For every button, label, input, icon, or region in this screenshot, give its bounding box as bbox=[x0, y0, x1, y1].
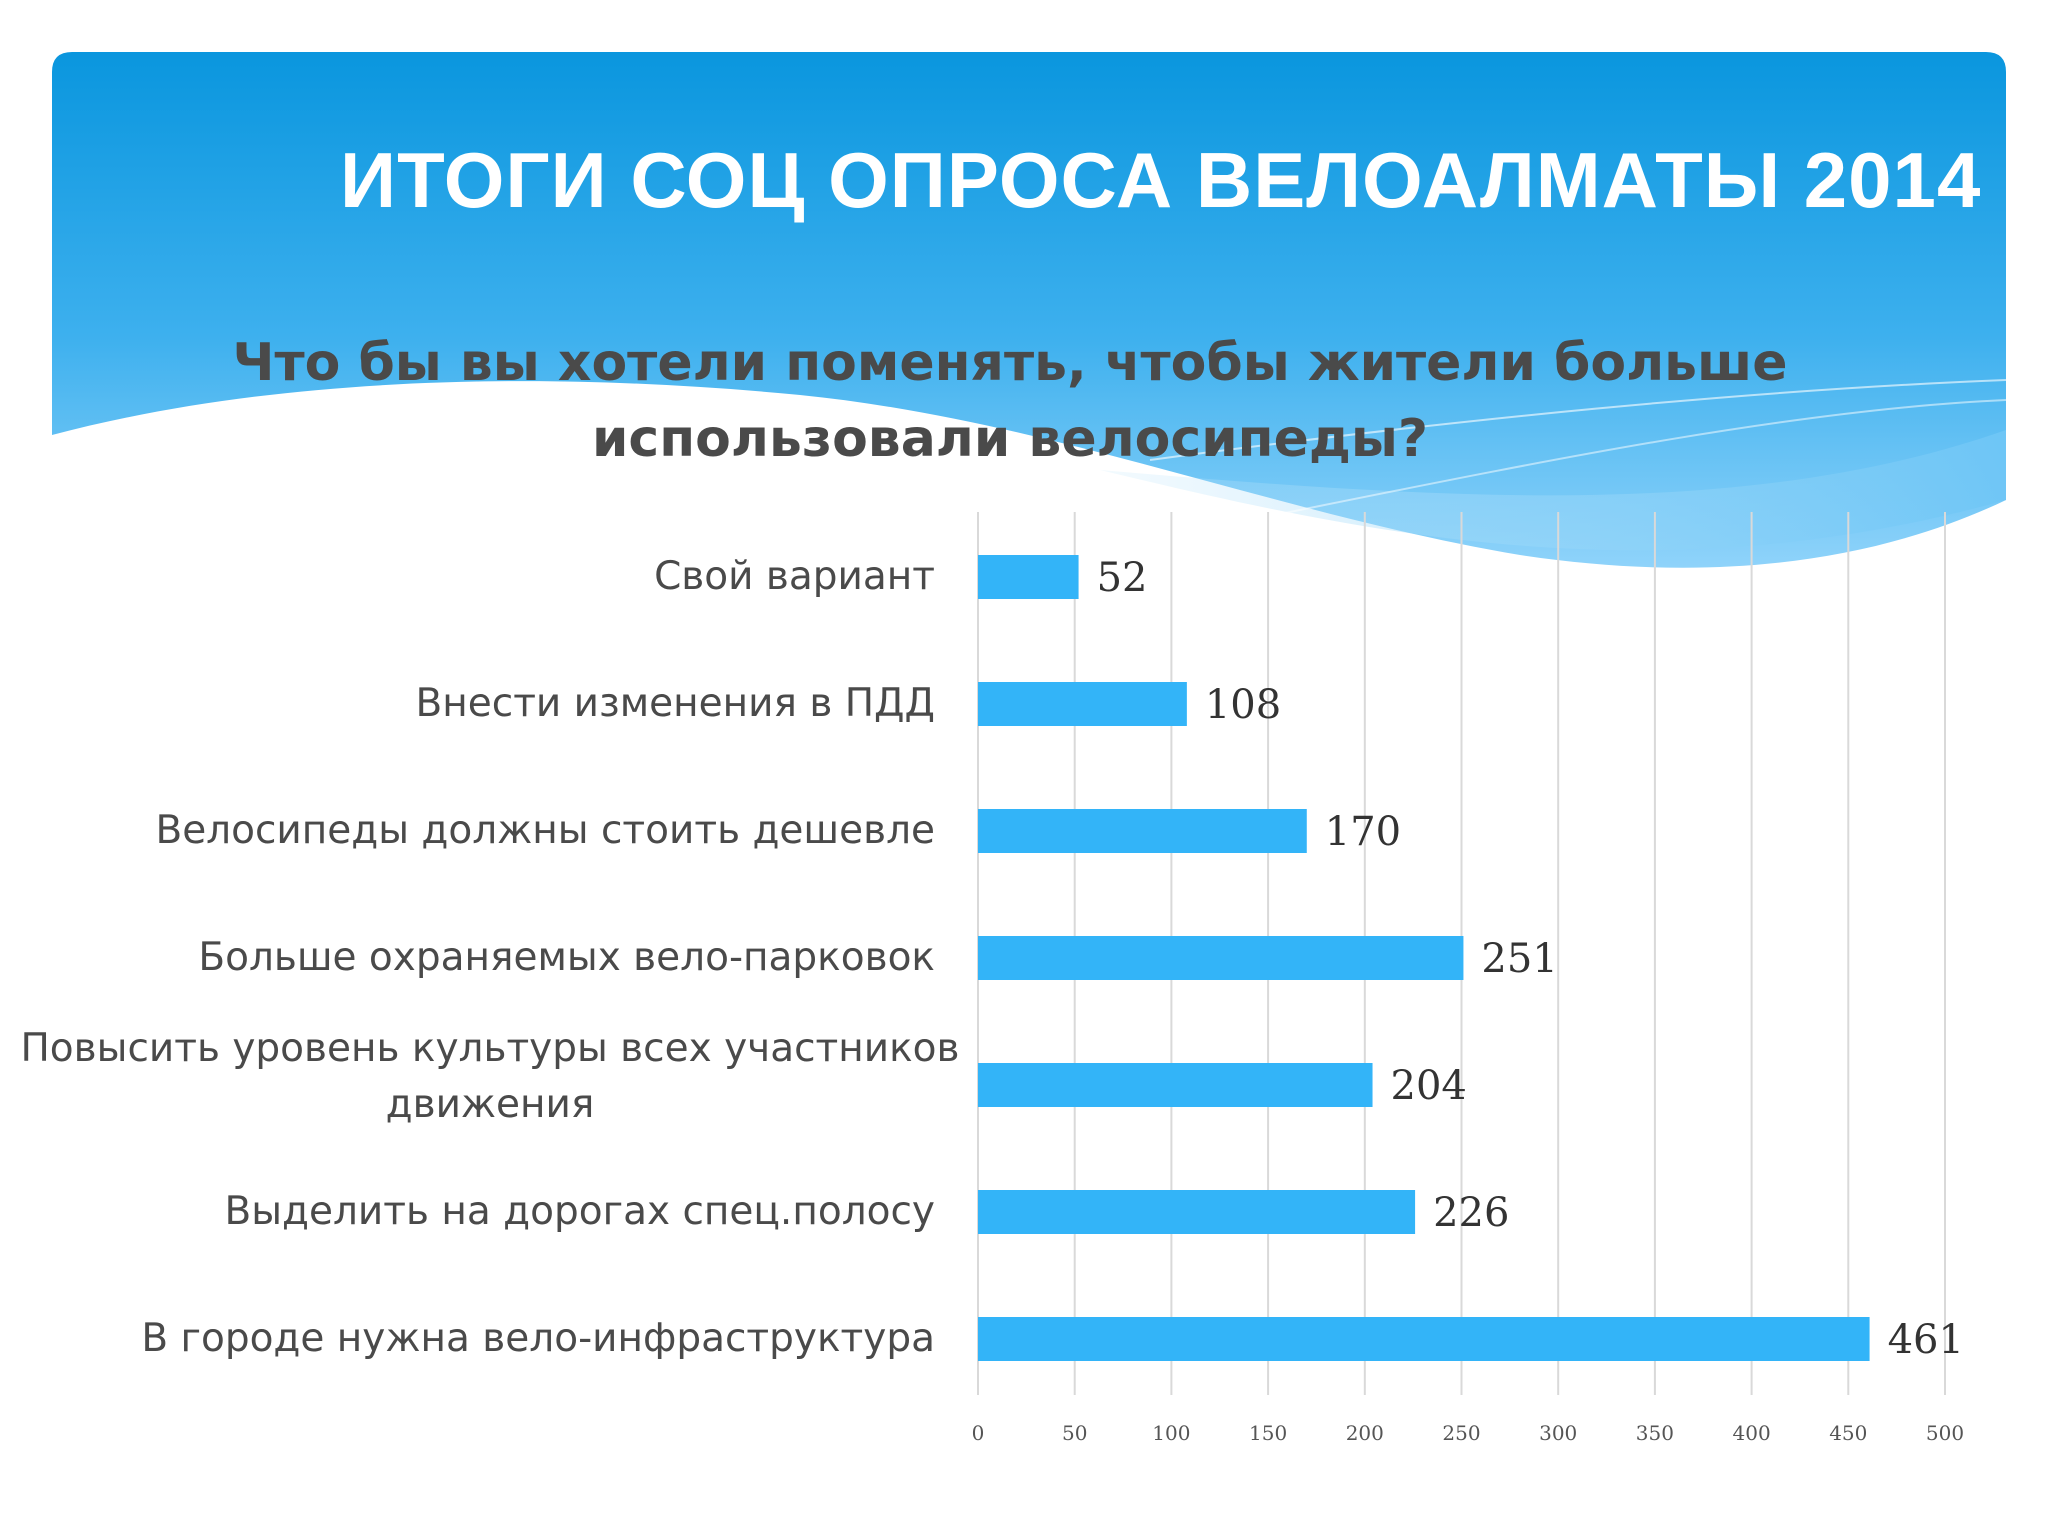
header-wave bbox=[1100, 430, 2006, 551]
bar bbox=[978, 936, 1464, 980]
chart-title: Что бы вы хотели поменять, чтобы жители … bbox=[232, 333, 1788, 469]
bar bbox=[978, 1063, 1373, 1107]
x-tick-label: 100 bbox=[1152, 1421, 1190, 1445]
data-label: 226 bbox=[1433, 1190, 1509, 1236]
x-tick-label: 400 bbox=[1733, 1421, 1771, 1445]
data-label: 52 bbox=[1097, 555, 1148, 601]
x-tick-label: 500 bbox=[1926, 1421, 1964, 1445]
category-label: В городе нужна вело-инфраструктура bbox=[141, 1316, 935, 1361]
header-banner bbox=[52, 52, 2006, 568]
bar bbox=[978, 555, 1079, 599]
x-tick-label: 300 bbox=[1539, 1421, 1577, 1445]
data-label: 108 bbox=[1205, 682, 1281, 728]
category-label: Выделить на дорогах спец.полосу bbox=[224, 1189, 935, 1234]
category-label: Внести изменения в ПДД bbox=[416, 681, 936, 726]
data-label: 204 bbox=[1391, 1063, 1467, 1109]
x-tick-label: 150 bbox=[1249, 1421, 1287, 1445]
bar bbox=[978, 682, 1187, 726]
x-tick-label: 250 bbox=[1442, 1421, 1480, 1445]
category-label: Свой вариант bbox=[654, 554, 935, 599]
bar bbox=[978, 1317, 1870, 1361]
bar bbox=[978, 1190, 1416, 1234]
category-label: Больше охраняемых вело-парковок bbox=[198, 935, 935, 980]
x-tick-label: 0 bbox=[972, 1421, 985, 1445]
x-tick-label: 350 bbox=[1636, 1421, 1674, 1445]
category-label: Велосипеды должны стоить дешевле bbox=[155, 808, 935, 853]
x-tick-label: 450 bbox=[1829, 1421, 1867, 1445]
slide-title: ИТОГИ СОЦ ОПРОСА ВЕЛОАЛМАТЫ 2014 bbox=[340, 136, 1982, 224]
data-label: 251 bbox=[1481, 936, 1557, 982]
category-label: Повысить уровень культуры всех участнико… bbox=[20, 1026, 959, 1127]
x-tick-label: 50 bbox=[1062, 1421, 1087, 1445]
data-label: 170 bbox=[1325, 809, 1401, 855]
x-tick-label: 200 bbox=[1346, 1421, 1384, 1445]
data-label: 461 bbox=[1888, 1317, 1964, 1363]
bar bbox=[978, 809, 1307, 853]
